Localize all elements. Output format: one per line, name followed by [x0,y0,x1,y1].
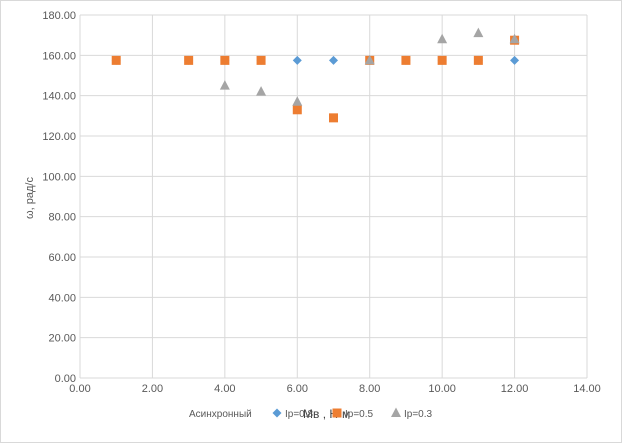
y-tick-label: 20.00 [48,333,76,345]
y-tick-label: 180.00 [42,10,76,22]
legend-prefix: Асинхронный [189,409,252,420]
data-point-triangle [364,54,375,65]
data-point-square [329,113,338,123]
data-point-square [111,55,121,65]
y-tick-label: 60.00 [48,252,76,264]
y-tick-labels: 0.00 20.00 40.00 60.00 80.00 100.00 120.00 140.… [42,10,76,385]
data-point-triangle [437,33,448,44]
legend-entry-label: Ip=0.5 [345,409,374,420]
y-tick-label: 160.00 [42,50,76,62]
x-tick-labels: 0.00 2.00 4.00 6.00 8.00 10.00 12.00 14.00 [69,383,600,395]
grid [79,14,588,379]
data-point-triangle [256,86,267,96]
x-tick-label: 12.00 [501,383,529,395]
data-point-triangle [509,33,520,44]
legend: Асинхронный Ip=0.8 Ip=0.5 Ip=0.3 [189,407,433,420]
data-point-square [473,55,483,65]
x-tick-label: 6.00 [287,383,308,395]
y-tick-label: 120.00 [42,131,76,143]
data-point-triangle [292,96,303,106]
y-tick-label: 0.00 [55,373,76,385]
x-tick-label: 4.00 [214,383,235,395]
data-point-square [256,55,266,65]
y-tick-label: 80.00 [48,212,76,224]
data-point-diamond [329,55,338,65]
data-point-square [184,55,194,65]
data-points [111,27,520,123]
y-tick-label: 100.00 [42,171,76,183]
data-point-triangle [219,80,230,90]
y-tick-label: 140.00 [42,91,76,103]
y-axis-title: ω, рад/с [24,177,36,219]
legend-marker-square [332,408,342,418]
legend-marker-diamond [272,408,282,418]
x-tick-label: 14.00 [573,383,601,395]
data-point-square [437,55,447,65]
data-point-diamond [292,55,302,65]
data-point-square [220,55,230,65]
x-tick-label: 10.00 [428,383,456,395]
legend-marker-triangle [391,407,401,417]
data-point-square [292,105,302,115]
legend-entry-label: Ip=0.3 [404,409,433,420]
y-tick-label: 40.00 [48,292,76,304]
x-tick-label: 2.00 [142,383,163,395]
data-point-diamond [510,55,520,65]
x-tick-label: 0.00 [69,383,90,395]
data-point-square [401,55,411,65]
legend-entry-label: Ip=0.8 [285,409,314,420]
x-tick-label: 8.00 [359,383,380,395]
data-point-triangle [473,27,484,38]
